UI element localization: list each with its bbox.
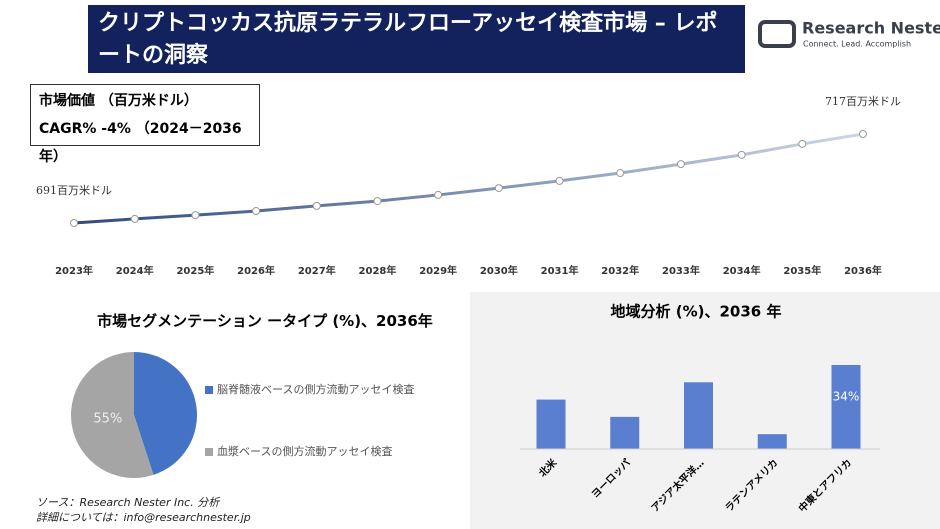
legend-label: 脳脊髄液ベースの側方流動アッセイ検査 bbox=[217, 382, 414, 396]
point bbox=[191, 211, 200, 220]
x-tick-label: アジア太平洋… bbox=[648, 456, 706, 514]
point bbox=[312, 201, 321, 210]
x-tick-label: 2024年 bbox=[116, 264, 154, 277]
market-box: 市場価値 （百万米ドル） CAGR% -4% （2024－2036年） bbox=[30, 84, 260, 165]
legend-swatch bbox=[205, 448, 213, 456]
x-tick-label: 中東とアフリカ bbox=[796, 456, 855, 515]
pie-slice bbox=[71, 352, 154, 478]
footer: ソース：Research Nester Inc. 分析 詳細については：info… bbox=[36, 495, 251, 525]
bar-title: 地域分析 (%)、2036 年 bbox=[611, 303, 782, 321]
source: ソース：Research Nester Inc. 分析 bbox=[36, 496, 220, 509]
point bbox=[373, 197, 382, 206]
x-tick-label: 2034年 bbox=[723, 264, 761, 277]
point bbox=[737, 150, 746, 159]
point bbox=[130, 214, 139, 223]
value-label: 55% bbox=[93, 412, 122, 427]
x-tick-label: 2023年 bbox=[55, 264, 93, 277]
point bbox=[798, 139, 807, 148]
legend-label: 血漿ベースの側方流動アッセイ検査 bbox=[217, 444, 392, 458]
pie-slice bbox=[134, 352, 198, 475]
line bbox=[73, 132, 864, 225]
logo-tagline: Connect. Lead. Accomplish bbox=[803, 40, 911, 49]
x-tick-label: 2028年 bbox=[359, 264, 397, 277]
bar bbox=[536, 399, 566, 449]
point bbox=[252, 207, 261, 216]
bar bbox=[757, 434, 787, 449]
legend-swatch bbox=[205, 386, 213, 394]
x-tick-label: 2027年 bbox=[298, 264, 336, 277]
x-tick-label: 2032年 bbox=[601, 264, 639, 277]
value-label: 691百万米ドル bbox=[36, 184, 112, 197]
market-value: 市場価値 （百万米ドル） bbox=[39, 93, 198, 109]
point bbox=[859, 130, 867, 138]
value-label: 717百万米ドル bbox=[825, 95, 901, 108]
x-tick-label: 2029年 bbox=[419, 264, 457, 277]
point bbox=[555, 176, 564, 185]
point bbox=[676, 160, 685, 169]
x-tick-label: ヨーロッパ bbox=[589, 457, 633, 501]
point bbox=[70, 219, 78, 227]
x-tick-label: 北米 bbox=[536, 455, 560, 479]
x-tick-label: 2036年 bbox=[844, 264, 882, 277]
bar bbox=[684, 382, 713, 449]
value-label: 34% bbox=[833, 390, 860, 404]
x-tick-label: 2035年 bbox=[783, 264, 821, 277]
bar bbox=[831, 365, 861, 449]
x-tick-label: 2026年 bbox=[237, 264, 275, 277]
x-tick-label: 2033年 bbox=[662, 264, 700, 277]
header-title: クリプトコッカス抗原ラテラルフローアッセイ検査市場 – レポートの洞察 bbox=[88, 5, 745, 73]
pie-title: 市場セグメンテーション ータイプ (%)、2036年 bbox=[97, 312, 433, 330]
logo-name: Research Nester bbox=[802, 19, 940, 38]
point bbox=[616, 169, 625, 178]
bar bbox=[610, 416, 640, 449]
x-tick-label: 2025年 bbox=[176, 264, 214, 277]
point bbox=[434, 190, 443, 199]
x-tick-label: ラテンアメリカ bbox=[723, 457, 781, 515]
x-tick-label: 2031年 bbox=[541, 264, 579, 277]
cagr: CAGR% -4% （2024－2036年） bbox=[39, 121, 242, 165]
logo: Research Nester Connect. Lead. Accomplis… bbox=[758, 19, 940, 49]
contact: 詳細については：info@researchnester.jp bbox=[36, 511, 251, 524]
point bbox=[494, 184, 503, 193]
x-tick-label: 2030年 bbox=[480, 264, 518, 277]
